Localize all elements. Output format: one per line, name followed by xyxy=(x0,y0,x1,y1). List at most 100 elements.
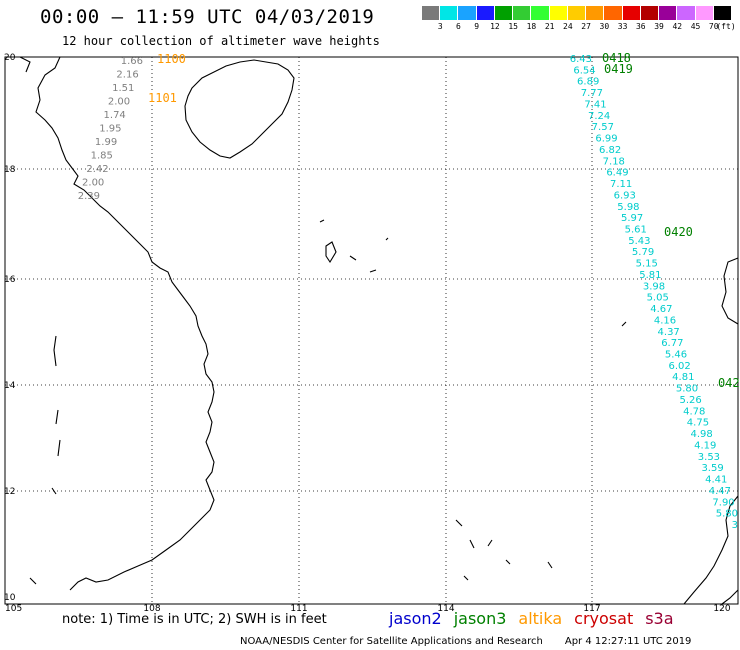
page-title: 00:00 – 11:59 UTC 04/03/2019 xyxy=(40,6,375,28)
wave-height-value: 5.80 xyxy=(676,384,698,395)
satellite-name: jason2 xyxy=(389,609,442,628)
page-subtitle: 12 hour collection of altimeter wave hei… xyxy=(62,34,380,48)
longitude-label: 120 xyxy=(713,604,730,614)
latitude-label: 10 xyxy=(4,593,16,603)
wave-height-value: 4.41 xyxy=(705,475,727,486)
wave-height-value: 4.75 xyxy=(687,418,709,429)
wave-height-value: 2.42 xyxy=(86,164,108,175)
wave-height-value: 6.54 xyxy=(573,65,595,76)
wave-height-value: 2.39 xyxy=(78,191,100,202)
legend-swatch xyxy=(476,6,495,20)
legend-unit: (ft) xyxy=(716,22,736,31)
longitude-label: 114 xyxy=(437,604,454,614)
latitude-label: 14 xyxy=(4,381,16,391)
wave-height-value: 4.37 xyxy=(658,327,680,338)
wave-height-value: 2.16 xyxy=(116,70,138,81)
time-label: 0419 xyxy=(604,62,633,76)
legend-label: 45 xyxy=(690,22,701,31)
legend-swatch xyxy=(695,6,714,20)
satellite-name: altika xyxy=(518,609,563,628)
latitude-label: 12 xyxy=(4,487,15,497)
time-label: 1101 xyxy=(148,91,177,105)
wave-height-value: 7.57 xyxy=(592,122,614,133)
wave-height-value: 5.46 xyxy=(665,350,687,361)
altimeter-track-west: 1.66 2.16 1.51 2.00 1.74 1.95 1.99 1.85 2.42 2.00… xyxy=(78,52,186,202)
luzon-coastline xyxy=(721,257,739,325)
legend-swatch xyxy=(494,6,514,20)
legend-label: 36 xyxy=(635,22,646,31)
longitude-label: 108 xyxy=(143,604,160,614)
wave-height-value: 7.24 xyxy=(588,111,610,122)
wave-height-value: 1.99 xyxy=(95,137,117,148)
wave-height-value: 4.78 xyxy=(683,406,705,417)
vietnam-coastline xyxy=(35,56,215,591)
time-label: 1100 xyxy=(157,52,186,66)
latitude-label: 16 xyxy=(4,275,16,285)
legend-label: 42 xyxy=(672,22,683,31)
wave-height-value: 6.93 xyxy=(614,190,636,201)
time-label: 0418 xyxy=(602,51,631,65)
legend-swatch xyxy=(422,6,441,20)
wave-height-value: 5.15 xyxy=(636,259,658,270)
legend-label: 30 xyxy=(599,22,610,31)
wave-height-value: 7.41 xyxy=(584,99,606,110)
legend-label: 9 xyxy=(474,22,480,31)
wave-height-value: 6.49 xyxy=(606,168,628,179)
latitude-label: 20 xyxy=(4,53,16,63)
legend-swatch xyxy=(659,6,678,20)
wave-height-value: 6.02 xyxy=(669,361,691,372)
footnote: note: 1) Time is in UTC; 2) SWH is in fe… xyxy=(62,612,327,627)
wave-height-value: 3.53 xyxy=(698,452,720,463)
satellite-key: jason2 jason3 altika cryosat s3a xyxy=(389,609,686,628)
wave-height-value: 4.16 xyxy=(654,315,676,326)
longitude-label: 117 xyxy=(583,604,600,614)
altimeter-track-east: 6.436.546.897.777.417.247.576.996.827.18… xyxy=(570,51,740,531)
wave-height-value: 7.18 xyxy=(603,156,625,167)
legend-label: 15 xyxy=(508,22,518,31)
wave-height-value: 5.97 xyxy=(621,213,643,224)
wave-height-value: 5.43 xyxy=(628,236,650,247)
wave-height-value: 4.47 xyxy=(709,486,731,497)
wave-height-value: 4.98 xyxy=(690,429,712,440)
latitude-label: 18 xyxy=(4,165,16,175)
wave-height-value: 5.05 xyxy=(647,293,669,304)
legend-swatch xyxy=(604,6,623,20)
wave-height-value: 4.81 xyxy=(672,372,694,383)
legend-labels: 3 6 9 12 15 18 21 24 27 30 33 36 39 42 45 70 (ft) xyxy=(422,22,736,34)
legend-swatch xyxy=(549,6,568,20)
color-legend: 3 6 9 12 15 18 21 24 27 30 33 36 39 42 45 70 (ft) xyxy=(422,6,736,34)
legend-swatch xyxy=(713,6,732,20)
legend-label: 70 xyxy=(708,22,719,31)
credit-line: NOAA/NESDIS Center for Satellite Applica… xyxy=(240,636,691,647)
wave-height-value: 1.85 xyxy=(91,151,113,162)
wave-height-value: 7.77 xyxy=(581,88,603,99)
wave-height-value: 7.90 xyxy=(712,497,734,508)
wave-height-value: 5.79 xyxy=(632,247,654,258)
wave-height-value: 2.00 xyxy=(82,178,104,189)
mindoro-coastline xyxy=(683,495,739,605)
wave-height-value: 5.26 xyxy=(679,395,701,406)
time-label: 042 xyxy=(718,376,740,390)
legend-swatch xyxy=(513,6,532,20)
generation-timestamp: Apr 4 12:27:11 UTC 2019 xyxy=(564,636,692,647)
wave-height-value: 3.59 xyxy=(701,463,723,474)
longitude-label: 111 xyxy=(290,604,307,614)
legend-swatch xyxy=(440,6,459,20)
satellite-name: jason3 xyxy=(453,609,507,628)
satellite-name: s3a xyxy=(645,609,674,628)
wave-height-value: 1.66 xyxy=(121,56,143,67)
legend-swatch xyxy=(458,6,477,20)
wave-height-value: 3 xyxy=(732,520,738,531)
legend-label: 6 xyxy=(456,22,461,31)
legend-swatch xyxy=(531,6,550,20)
wave-height-value: 5.61 xyxy=(625,224,647,235)
wave-height-value: 4.19 xyxy=(694,440,716,451)
wave-height-value: 5.80 xyxy=(716,509,738,520)
paracel-islands xyxy=(319,219,389,273)
time-label: 0420 xyxy=(664,225,693,239)
legend-swatch xyxy=(622,6,641,20)
legend-swatch xyxy=(586,6,605,20)
legend-label: 3 xyxy=(437,22,443,31)
